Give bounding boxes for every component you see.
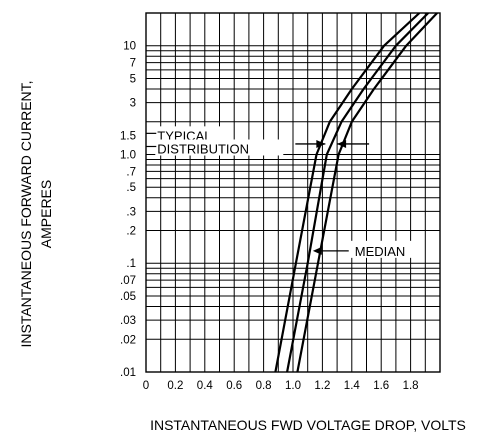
x-tick-label: 1.8	[403, 380, 419, 392]
y-tick-label: 3	[130, 98, 136, 110]
x-tick-label: 1.2	[314, 380, 330, 392]
y-tick-label: 7	[130, 58, 136, 70]
y-tick-label: 10	[123, 41, 136, 53]
y-tick-label: .01	[120, 367, 136, 379]
y-tick-label: .07	[120, 275, 136, 287]
x-tick-label: 0.8	[256, 380, 272, 392]
median-arrow-head	[313, 247, 322, 255]
x-tick-label: 0.6	[226, 380, 242, 392]
x-axis-title: INSTANTANEOUS FWD VOLTAGE DROP, VOLTS	[150, 417, 466, 433]
annotation-distribution: DISTRIBUTION	[157, 141, 249, 156]
curves	[275, 13, 437, 372]
y-tick-label: .2	[126, 226, 136, 238]
y-tick-label: .7	[126, 166, 136, 178]
x-tick-label: 0.4	[197, 380, 214, 392]
y-tick-label: .03	[120, 315, 136, 327]
y-axis-title-line2: AMPERES	[38, 180, 54, 248]
x-tick-label: 1.0	[285, 380, 301, 392]
x-tick-label: 1.6	[373, 380, 389, 392]
y-tick-label: 1.0	[120, 149, 136, 161]
y-tick-label: 5	[130, 73, 136, 85]
y-tick-label: .1	[126, 258, 136, 270]
y-tick-label: .02	[120, 334, 136, 346]
x-tick-label: 0	[143, 380, 149, 392]
x-tick-label: 0.2	[167, 380, 183, 392]
y-tick-label: .3	[126, 206, 136, 218]
annotation-median: MEDIAN	[355, 244, 406, 259]
y-axis-title-line1: INSTANTANEOUS FORWARD CURRENT,	[18, 80, 34, 347]
grid-lines	[146, 13, 440, 372]
y-tick-label: .05	[120, 291, 136, 303]
y-tick-label: .5	[126, 182, 136, 194]
x-tick-label: 1.4	[344, 380, 361, 392]
y-tick-label: 1.5	[120, 130, 136, 142]
